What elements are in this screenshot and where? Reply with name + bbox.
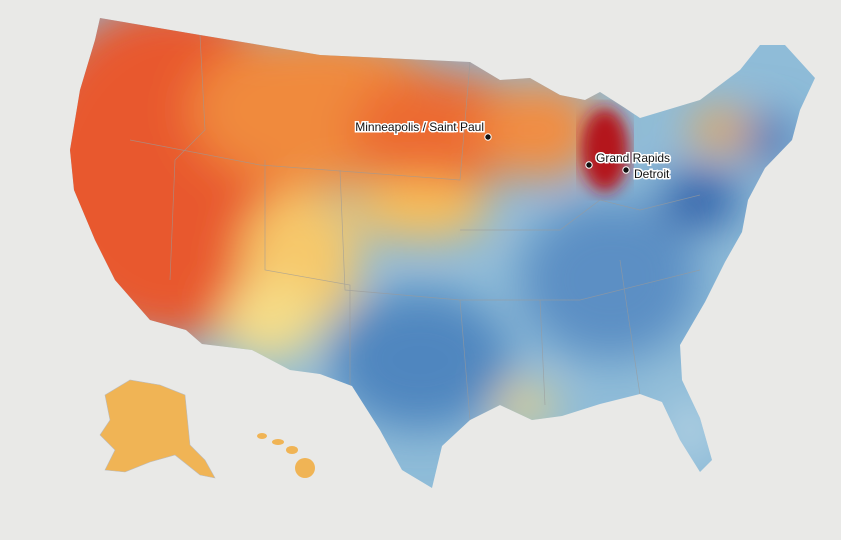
- city-label: Minneapolis / Saint Paul: [355, 120, 484, 134]
- city-label: Detroit: [634, 167, 670, 181]
- city-dot: [622, 166, 630, 174]
- alaska: [99, 379, 216, 479]
- city-markers: Minneapolis / Saint Paul Grand Rapids De…: [354, 119, 672, 183]
- city-dot: [585, 161, 593, 169]
- city-label: Grand Rapids: [596, 151, 670, 165]
- city-dot: [484, 133, 492, 141]
- state-borders: [129, 34, 701, 421]
- hawaii: [257, 433, 315, 478]
